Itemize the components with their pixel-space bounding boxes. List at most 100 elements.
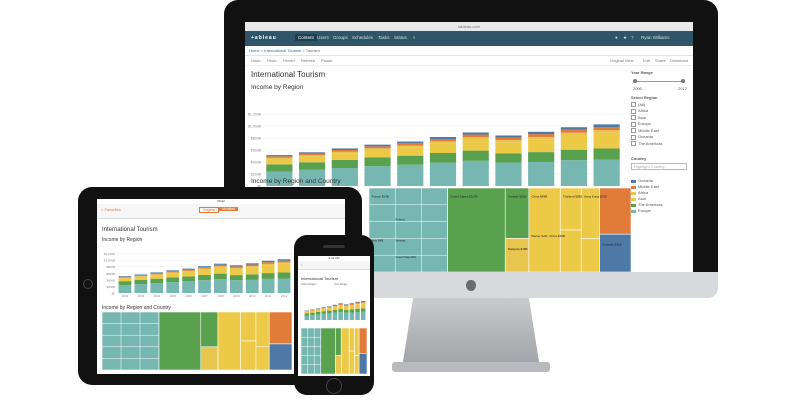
treemap-cell[interactable] <box>354 328 360 356</box>
bar-segment-oceania[interactable] <box>349 303 355 304</box>
bar-segment-europe[interactable] <box>495 162 522 186</box>
revert-button[interactable]: Revert <box>283 58 295 63</box>
bar-segment-the-americas[interactable] <box>304 313 310 316</box>
legend-item[interactable]: Europe <box>631 208 693 213</box>
bar-segment-middle-east[interactable] <box>321 307 326 309</box>
bar-segment-the-americas[interactable] <box>198 274 211 281</box>
bar-segment-asia[interactable] <box>349 305 355 310</box>
bar-segment-africa[interactable] <box>593 130 620 133</box>
bar-segment-middle-east[interactable] <box>349 303 355 305</box>
bar-segment-oceania[interactable] <box>332 304 338 306</box>
bar-segment-europe[interactable] <box>261 278 275 293</box>
bar-segment-europe[interactable] <box>150 283 164 293</box>
bar-segment-europe[interactable] <box>310 314 315 320</box>
treemap-cell[interactable] <box>335 355 342 374</box>
breadcrumb-home[interactable]: Home <box>249 48 260 53</box>
bar-segment-oceania[interactable] <box>495 135 522 138</box>
bar-segment-middle-east[interactable] <box>266 156 293 158</box>
bar-segment-europe[interactable] <box>429 162 457 186</box>
nav-status[interactable]: Status <box>394 35 407 40</box>
treemap-cell[interactable] <box>240 312 257 342</box>
bar-segment-asia[interactable] <box>198 269 211 275</box>
bar-segment-asia[interactable] <box>118 278 132 282</box>
bar-segment-oceania[interactable] <box>277 259 291 261</box>
treemap-cell[interactable] <box>580 238 600 272</box>
bar-segment-africa[interactable] <box>118 277 132 279</box>
bar-segment-africa[interactable] <box>214 266 227 268</box>
bar-segment-the-americas[interactable] <box>495 153 522 163</box>
bar-segment-the-americas[interactable] <box>355 308 360 313</box>
bar-segment-europe[interactable] <box>182 281 195 293</box>
bar-segment-the-americas[interactable] <box>261 273 275 279</box>
legend-item[interactable]: The Americas <box>631 202 693 207</box>
bar-segment-the-americas[interactable] <box>344 309 349 313</box>
bar-segment-the-americas[interactable] <box>118 281 132 286</box>
bar-segment-middle-east[interactable] <box>277 260 291 263</box>
treemap-cell[interactable] <box>255 346 270 370</box>
treemap-cell[interactable] <box>599 233 631 272</box>
bar-segment-the-americas[interactable] <box>327 310 332 314</box>
bar-segment-asia[interactable] <box>266 159 293 165</box>
bar-segment-oceania[interactable] <box>321 307 326 308</box>
checkbox-icon[interactable] <box>631 128 636 134</box>
nav-content[interactable]: Content <box>295 34 317 41</box>
bar-segment-oceania[interactable] <box>245 263 259 265</box>
bar-segment-africa[interactable] <box>166 272 180 274</box>
bar-segment-the-americas[interactable] <box>310 312 315 315</box>
tablet-back-button[interactable]: < Favorites <box>101 207 121 212</box>
legend-item[interactable]: Middle East <box>631 184 693 189</box>
alert-icon[interactable]: ● <box>615 35 618 40</box>
year-range-slider[interactable] <box>631 78 693 86</box>
search-icon[interactable]: ⌕ <box>413 35 416 40</box>
bar-segment-asia[interactable] <box>150 275 164 279</box>
user-menu[interactable]: Ryan Williams <box>641 35 670 40</box>
region-option[interactable]: The Americas <box>631 141 693 147</box>
bar-segment-africa[interactable] <box>397 145 424 148</box>
treemap-cell[interactable] <box>268 312 292 345</box>
undo-button[interactable]: Undo <box>251 58 261 63</box>
bar-segment-europe[interactable] <box>229 280 243 293</box>
treemap-cell[interactable] <box>200 312 219 348</box>
bar-segment-europe[interactable] <box>214 279 227 293</box>
bar-segment-asia[interactable] <box>331 153 358 160</box>
bar-segment-oceania[interactable] <box>331 148 358 150</box>
bar-segment-asia[interactable] <box>166 273 180 278</box>
bar-segment-asia[interactable] <box>321 308 326 312</box>
bar-segment-africa[interactable] <box>355 303 360 305</box>
tableau-logo[interactable]: +ableau <box>251 35 277 41</box>
bar-segment-europe[interactable] <box>338 312 343 320</box>
bar-segment-asia[interactable] <box>261 265 275 274</box>
treemap-cell[interactable] <box>348 350 355 374</box>
bar-segment-middle-east[interactable] <box>338 304 343 305</box>
bar-segment-middle-east[interactable] <box>182 269 195 271</box>
bar-segment-oceania[interactable] <box>266 155 293 157</box>
treemap-cell[interactable] <box>369 188 448 272</box>
bar-segment-africa[interactable] <box>528 136 555 140</box>
bar-segment-europe[interactable] <box>349 312 355 320</box>
bar-segment-oceania[interactable] <box>344 304 349 305</box>
bar-segment-africa[interactable] <box>182 270 195 272</box>
bar-segment-asia[interactable] <box>327 308 332 311</box>
bar-segment-middle-east[interactable] <box>315 308 321 310</box>
bar-segment-asia[interactable] <box>229 269 243 276</box>
region-option[interactable]: (All) <box>631 102 693 108</box>
tab-modified[interactable]: Modified <box>219 207 239 211</box>
breadcrumb-project[interactable]: International Tourism <box>264 48 302 53</box>
bar-segment-europe[interactable] <box>331 168 358 186</box>
bar-segment-africa[interactable] <box>360 302 366 304</box>
treemap-cell[interactable] <box>354 355 360 374</box>
tab-original[interactable]: Original <box>199 207 220 213</box>
bar-segment-africa[interactable] <box>277 262 291 264</box>
bar-segment-asia[interactable] <box>315 309 321 312</box>
bar-segment-middle-east[interactable] <box>310 309 315 311</box>
bar-segment-asia[interactable] <box>338 305 343 310</box>
bar-segment-the-americas[interactable] <box>166 277 180 283</box>
bar-segment-middle-east[interactable] <box>261 262 275 264</box>
bar-segment-the-americas[interactable] <box>528 152 555 162</box>
bar-segment-europe[interactable] <box>397 164 424 186</box>
bar-segment-africa[interactable] <box>327 307 332 309</box>
bar-segment-middle-east[interactable] <box>245 264 259 267</box>
bar-segment-oceania[interactable] <box>364 144 391 147</box>
treemap-cell[interactable] <box>200 346 219 370</box>
phone-home-button[interactable] <box>326 378 342 394</box>
